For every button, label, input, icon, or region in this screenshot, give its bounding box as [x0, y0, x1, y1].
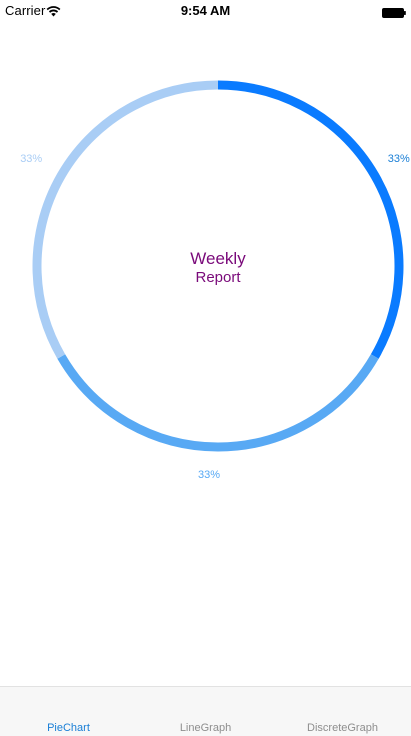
donut-slice	[32, 80, 219, 359]
tab-bar: PieChart LineGraph DiscreteGraph	[0, 686, 411, 736]
slice-label: 33%	[20, 152, 43, 165]
status-bar: Carrier 9:54 AM	[0, 0, 411, 20]
donut-slice	[57, 354, 379, 452]
tab-linegraph[interactable]: LineGraph	[179, 722, 232, 734]
clock-time: 9:54 AM	[180, 3, 231, 18]
tab-discretegraph[interactable]: DiscreteGraph	[307, 722, 378, 734]
carrier-label: Carrier	[5, 3, 46, 18]
donut-slice	[217, 80, 404, 359]
wifi-icon	[46, 4, 61, 17]
donut-chart	[32, 80, 404, 452]
battery-full-icon	[382, 5, 406, 18]
pie-chart: Weekly Report 33% 33% 33%	[0, 60, 411, 490]
chart-center-subtitle: Report	[195, 269, 241, 286]
slice-label: 33%	[198, 469, 221, 481]
slice-label: 33%	[387, 152, 410, 165]
tab-piechart[interactable]: PieChart	[47, 722, 90, 734]
chart-center-title: Weekly	[190, 249, 246, 268]
